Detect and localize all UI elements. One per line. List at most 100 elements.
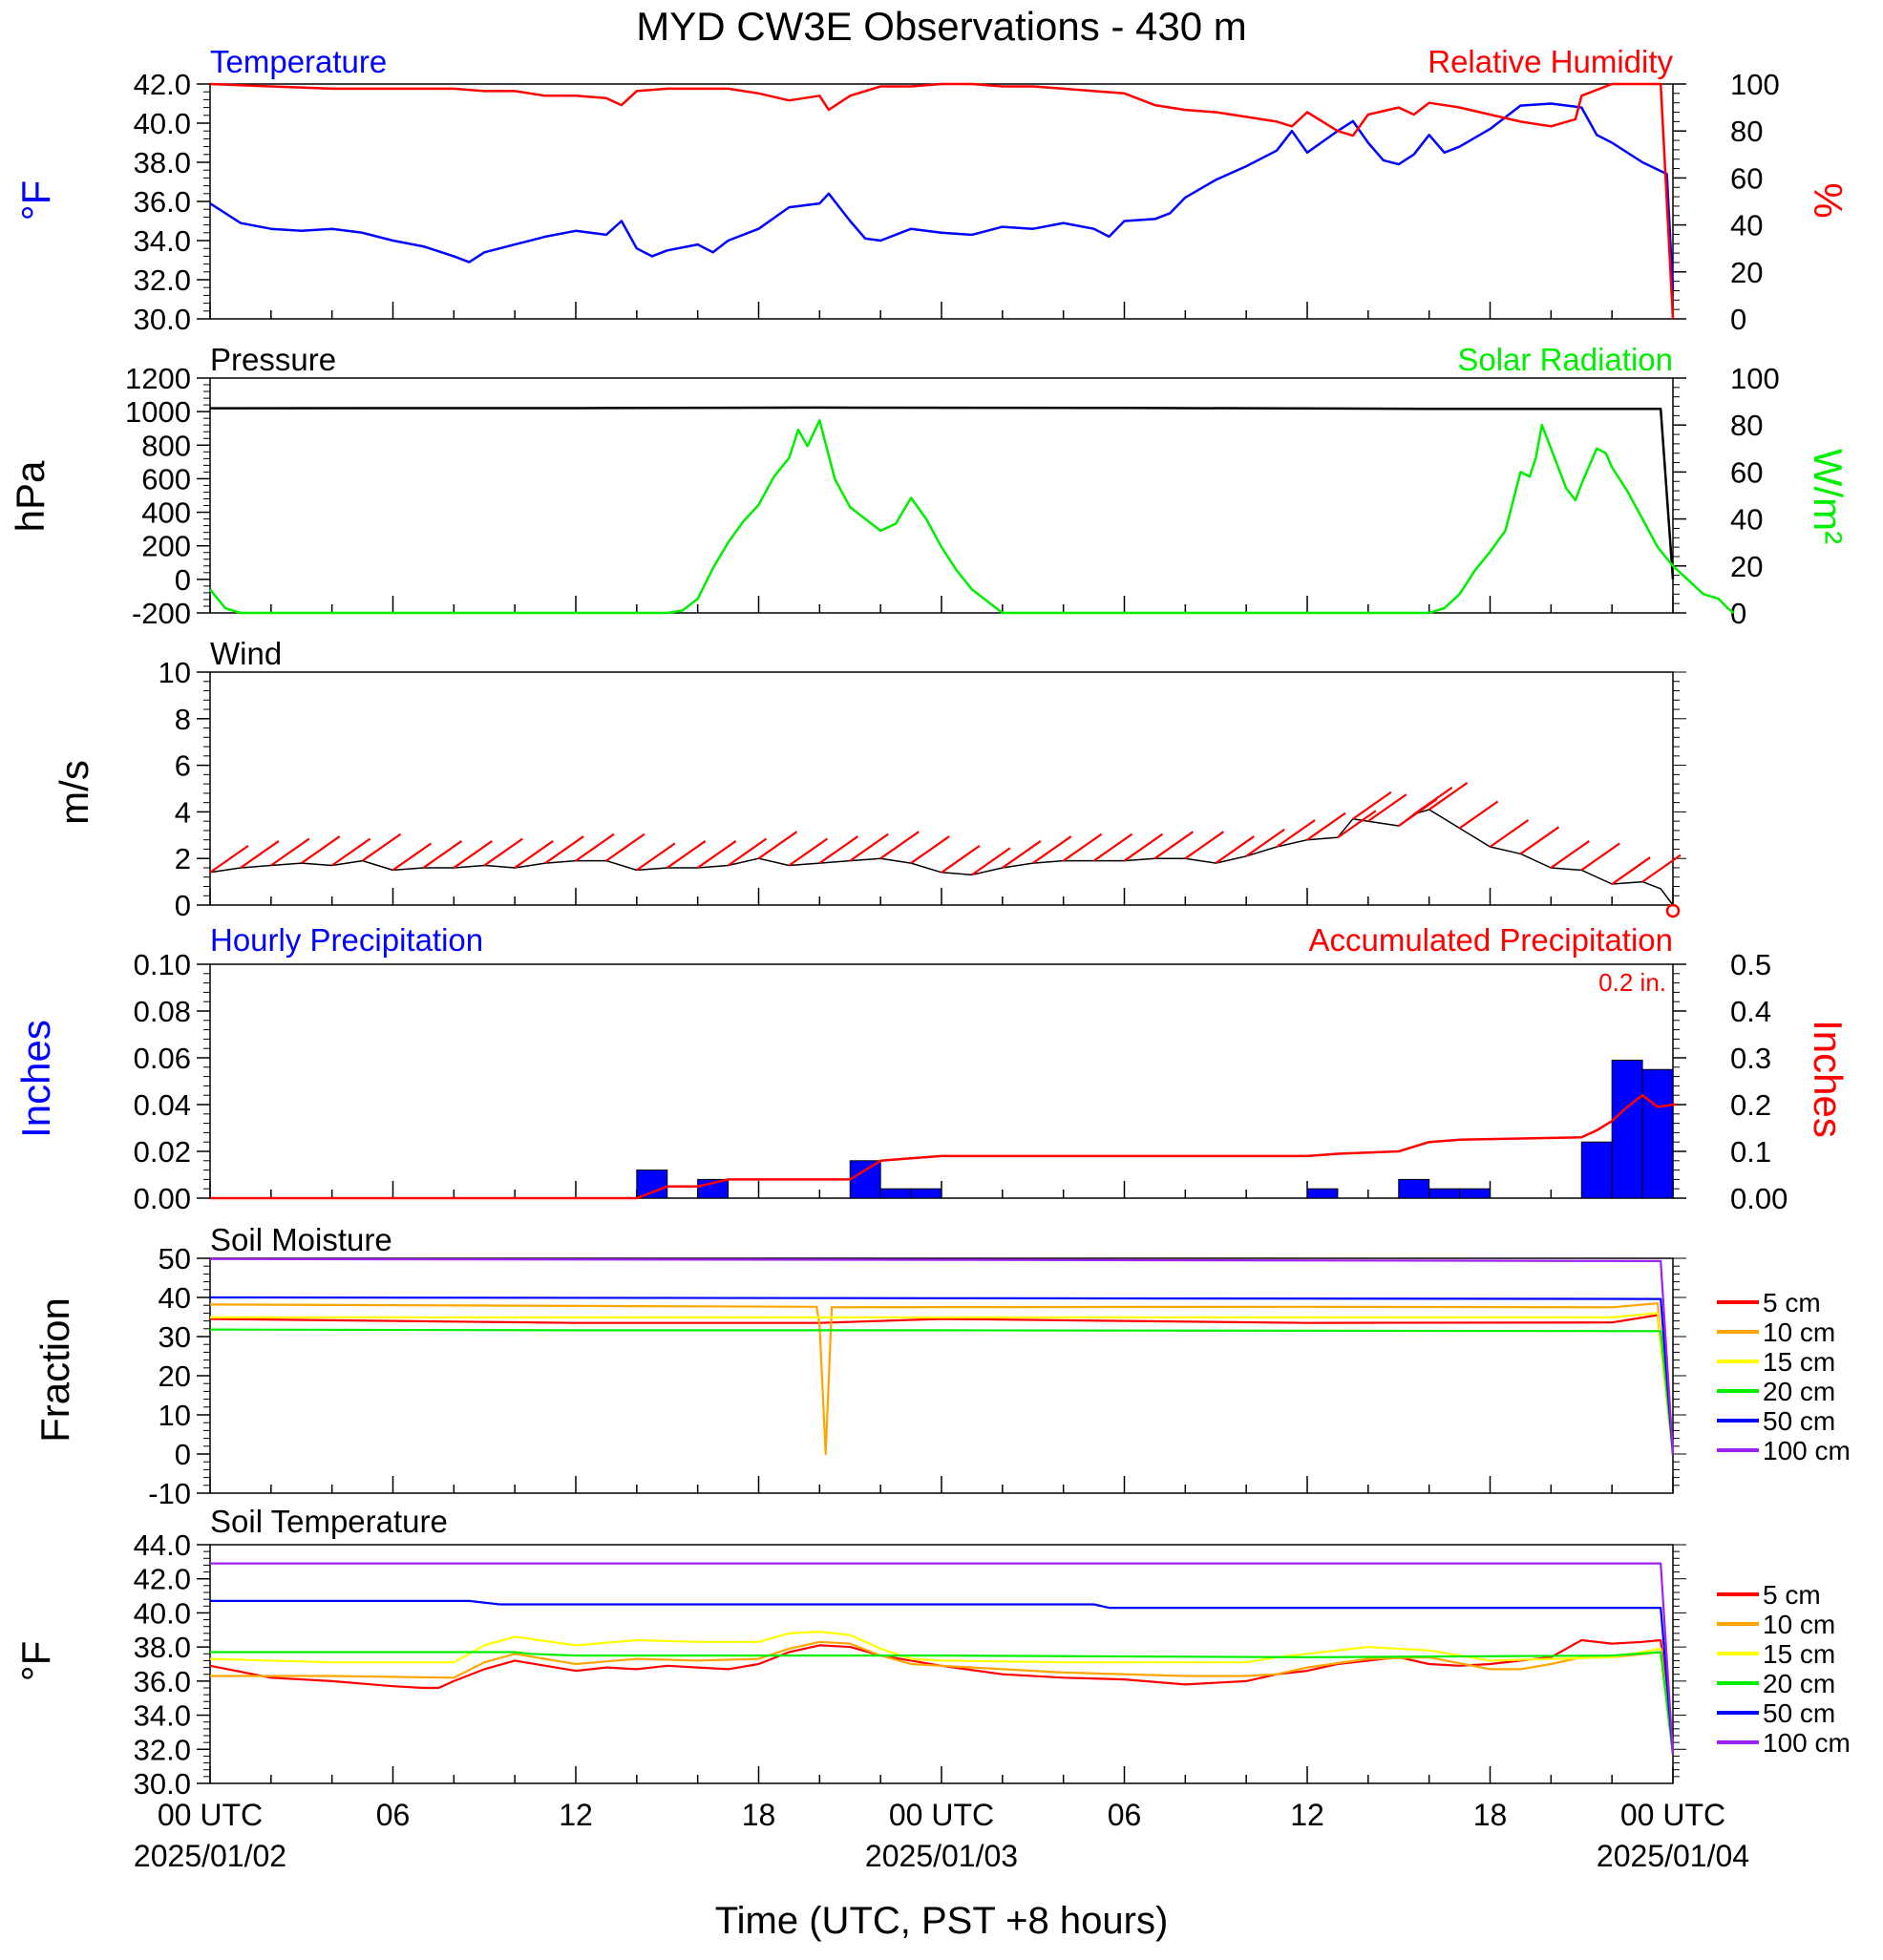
soilt-ytick-label: 44.0 — [134, 1528, 191, 1562]
soilm-ytick-label: 20 — [159, 1359, 191, 1393]
wind-ytick-label: 10 — [159, 656, 191, 689]
soilm-ytick-label: 40 — [159, 1281, 191, 1315]
temp-ytick-right-label: 80 — [1730, 115, 1763, 148]
press-ytick-right-label: 0 — [1730, 597, 1746, 630]
wind-barb — [971, 847, 1011, 876]
temp-ytick-right-label: 100 — [1730, 68, 1780, 101]
wind-barb — [697, 840, 737, 869]
wind-barb — [1367, 793, 1407, 823]
soilm-ytick-label: 10 — [159, 1399, 191, 1432]
press-ytick-label: 400 — [141, 496, 191, 530]
wind-barb — [1337, 810, 1377, 839]
wind-barb — [1032, 835, 1072, 864]
precip-ytick-right-label: 0.00 — [1730, 1182, 1788, 1215]
temp-ytick-right-label: 40 — [1730, 209, 1763, 242]
x-tick-date-label: 2025/01/04 — [1597, 1839, 1749, 1873]
wind-barb — [788, 837, 829, 867]
wind-barb — [849, 832, 889, 862]
soil-temperature-unit: °F — [13, 1641, 58, 1681]
soil-temperature-line — [209, 1638, 1675, 1755]
solar-radiation-line — [209, 419, 1735, 615]
legend-label: 100 cm — [1763, 1436, 1851, 1465]
x-tick-date-label: 2025/01/03 — [865, 1839, 1018, 1873]
pressure-title: Pressure — [210, 342, 336, 377]
temp-ytick-label: 40.0 — [134, 107, 191, 140]
wind-barb — [391, 842, 433, 872]
wind-title: Wind — [210, 636, 282, 671]
wind-barb — [636, 842, 676, 872]
x-tick-label: 18 — [1473, 1798, 1508, 1832]
precip-total: 0.2 in. — [1598, 968, 1666, 997]
legend-label: 5 cm — [1763, 1580, 1821, 1610]
hourly-precip-bar — [849, 1160, 881, 1199]
soilt-frame — [209, 1544, 1674, 1784]
wind-barb — [1611, 856, 1651, 885]
soil-moisture-line — [209, 1314, 1675, 1455]
hourly-precip-bar — [1428, 1188, 1461, 1199]
wind-barb — [361, 832, 402, 862]
pressure-line — [209, 406, 1675, 580]
precip-ytick-label: 0.00 — [134, 1182, 191, 1215]
temperature-title: Temperature — [210, 44, 387, 79]
press-ytick-label: 200 — [141, 530, 191, 563]
temperature-unit: °F — [13, 180, 58, 221]
precip-ytick-label: 0.04 — [134, 1088, 191, 1122]
wind-barb — [727, 837, 768, 867]
wind-barb — [1276, 819, 1316, 848]
solar-unit: W/m² — [1806, 449, 1851, 544]
wind-barb — [1641, 854, 1682, 883]
wind-barb — [1352, 790, 1392, 820]
wind-barb — [270, 837, 310, 867]
soil-temperature-line — [210, 1562, 1675, 1755]
soilm-frame — [209, 1257, 1674, 1494]
wind-barb — [209, 844, 249, 874]
soil-temperature-line — [210, 1651, 1675, 1755]
press-ytick-right-label: 60 — [1730, 455, 1763, 489]
legend-label: 15 cm — [1763, 1347, 1835, 1377]
hourly-precip-bar — [879, 1188, 912, 1199]
soilm-ytick-label: 50 — [159, 1242, 191, 1275]
accum-precip-unit: Inches — [1806, 1020, 1851, 1138]
legend-label: 10 cm — [1763, 1610, 1835, 1639]
solar-title: Solar Radiation — [1457, 342, 1673, 377]
wind-barb — [941, 844, 981, 874]
wind-barb — [1215, 835, 1255, 864]
soilm-ytick-label: 30 — [159, 1320, 191, 1354]
x-tick-label: 06 — [1108, 1798, 1142, 1832]
soilt-ytick-label: 38.0 — [134, 1631, 191, 1664]
precip-ytick-label: 0.08 — [134, 995, 191, 1028]
wind-barb — [818, 835, 858, 864]
wind-barb — [240, 840, 280, 869]
wind-barb — [1063, 832, 1103, 862]
precip-ytick-right-label: 0.5 — [1730, 948, 1771, 981]
wind-barb — [1002, 840, 1042, 869]
hourly-precip-bar — [1611, 1059, 1643, 1199]
wind-ytick-label: 8 — [175, 703, 191, 736]
x-tick-label: 00 UTC — [1620, 1798, 1725, 1832]
hourly-precip-bar — [636, 1170, 668, 1199]
plot-area: 42.040.038.036.034.032.030.0100806040200… — [125, 68, 1851, 1873]
hourly-precip-bar — [1306, 1188, 1339, 1199]
wind-barb — [1123, 832, 1164, 862]
soilt-ytick-label: 30.0 — [134, 1767, 191, 1801]
temp-ytick-right-label: 0 — [1730, 303, 1746, 336]
x-axis-label: Time (UTC, PST +8 hours) — [715, 1900, 1169, 1942]
soilt-ytick-label: 40.0 — [134, 1596, 191, 1630]
x-tick-label: 00 UTC — [889, 1798, 994, 1832]
wind-barb — [301, 835, 341, 864]
temp-ytick-label: 34.0 — [134, 224, 191, 258]
wind-barb — [544, 835, 584, 864]
hourly-precip-bar — [1398, 1178, 1430, 1199]
wind-barb — [1580, 842, 1620, 872]
precip-ytick-label: 0.10 — [134, 948, 191, 981]
wind-barb — [910, 835, 950, 864]
press-ytick-label: 0 — [175, 563, 191, 597]
legend-label: 100 cm — [1763, 1728, 1851, 1758]
press-ytick-right-label: 20 — [1730, 550, 1763, 583]
x-tick-label: 12 — [1290, 1798, 1324, 1832]
press-frame — [209, 377, 1674, 614]
wind-frame — [209, 671, 1674, 906]
wind-barb — [757, 831, 798, 860]
x-tick-label: 12 — [559, 1798, 593, 1832]
wind-barb — [1519, 826, 1560, 855]
